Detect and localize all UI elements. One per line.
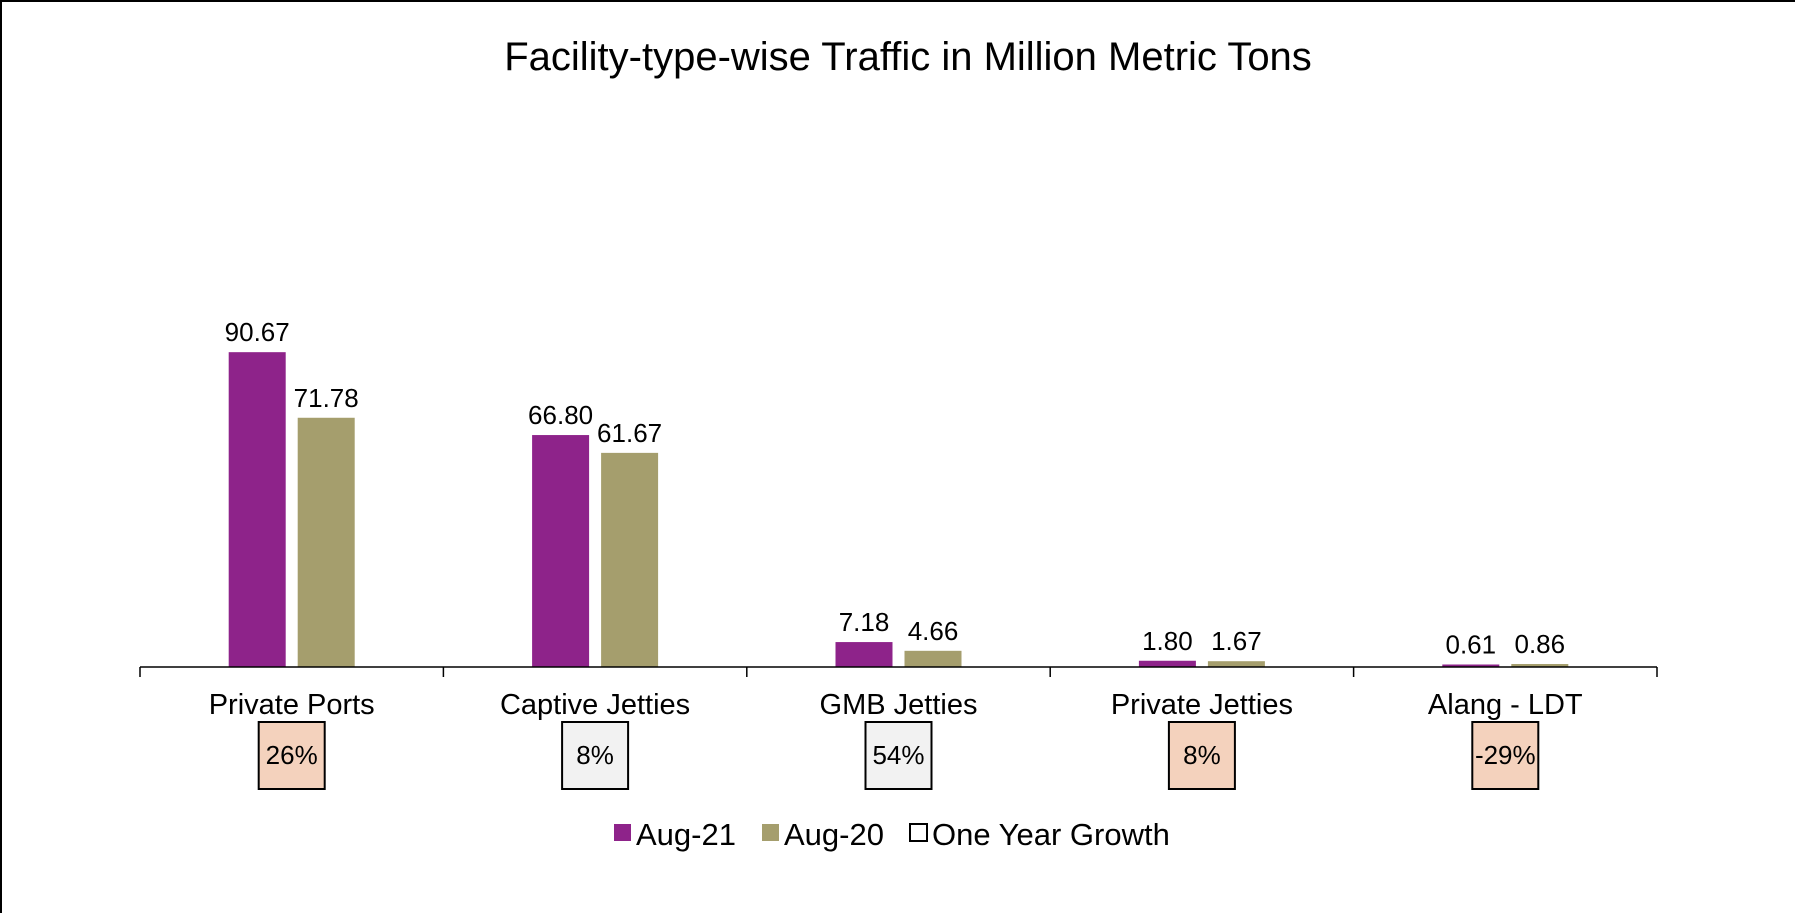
bar-aug-21-private-jetties — [1138, 660, 1196, 667]
data-label-aug-21-private-jetties: 1.80 — [1142, 626, 1193, 656]
growth-box-alang-ldt — [1471, 721, 1540, 790]
data-label-aug-20-gmb-jetties: 4.66 — [908, 616, 959, 646]
growth-boxes: 26% 8% 54% 8% -29% — [257, 721, 1540, 790]
growth-value-captive-jetties: 8% — [576, 740, 614, 770]
legend-label-aug-20: Aug-20 — [784, 817, 884, 852]
data-label-aug-21-private-ports: 90.67 — [225, 317, 290, 347]
legend-label-aug-21: Aug-21 — [636, 817, 736, 852]
bar-aug-20-private-jetties — [1207, 661, 1265, 667]
data-label-aug-21-gmb-jetties: 7.18 — [839, 607, 890, 637]
bar-aug-20-captive-jetties — [601, 452, 659, 667]
data-label-aug-20-captive-jetties: 61.67 — [597, 418, 662, 448]
growth-value-private-ports: 26% — [266, 740, 318, 770]
data-label-aug-20-alang-ldt: 0.86 — [1514, 629, 1565, 659]
legend-swatch-one-year-growth — [909, 823, 928, 842]
category-label-gmb-jetties: GMB Jetties — [820, 689, 978, 721]
bar-aug-20-alang-ldt — [1511, 664, 1569, 667]
bar-aug-21-private-ports — [228, 352, 286, 667]
growth-box-private-ports — [257, 721, 326, 790]
growth-value-private-jetties: 8% — [1183, 740, 1221, 770]
bar-aug-21-gmb-jetties — [835, 642, 893, 667]
bar-aug-20-private-ports — [297, 417, 355, 667]
category-label-private-ports: Private Ports — [209, 689, 375, 721]
legend-swatch-aug-20 — [762, 824, 779, 841]
chart-title: Facility-type-wise Traffic in Million Me… — [504, 35, 1312, 79]
data-label-aug-20-private-ports: 71.78 — [294, 383, 359, 413]
category-label-alang-ldt: Alang - LDT — [1428, 689, 1583, 721]
x-axis: Private Ports Captive Jetties GMB Jetties P… — [139, 666, 1658, 721]
data-label-aug-21-captive-jetties: 66.80 — [528, 400, 593, 430]
bar-aug-20-gmb-jetties — [904, 650, 962, 667]
growth-box-captive-jetties — [561, 721, 630, 790]
data-label-aug-21-alang-ldt: 0.61 — [1445, 630, 1496, 660]
growth-box-private-jetties — [1167, 721, 1236, 790]
data-label-aug-20-private-jetties: 1.67 — [1211, 626, 1262, 656]
growth-value-alang-ldt: -29% — [1475, 740, 1536, 770]
legend: Aug-21 Aug-20 One Year Growth — [614, 817, 1170, 852]
growth-value-gmb-jetties: 54% — [872, 740, 924, 770]
category-label-captive-jetties: Captive Jetties — [500, 689, 690, 721]
bar-aug-21-alang-ldt — [1442, 664, 1500, 667]
bar-aug-21-captive-jetties — [532, 435, 590, 667]
legend-label-one-year-growth: One Year Growth — [932, 817, 1170, 852]
growth-box-gmb-jetties — [864, 721, 933, 790]
category-label-private-jetties: Private Jetties — [1111, 689, 1293, 721]
legend-swatch-aug-21 — [614, 824, 631, 841]
